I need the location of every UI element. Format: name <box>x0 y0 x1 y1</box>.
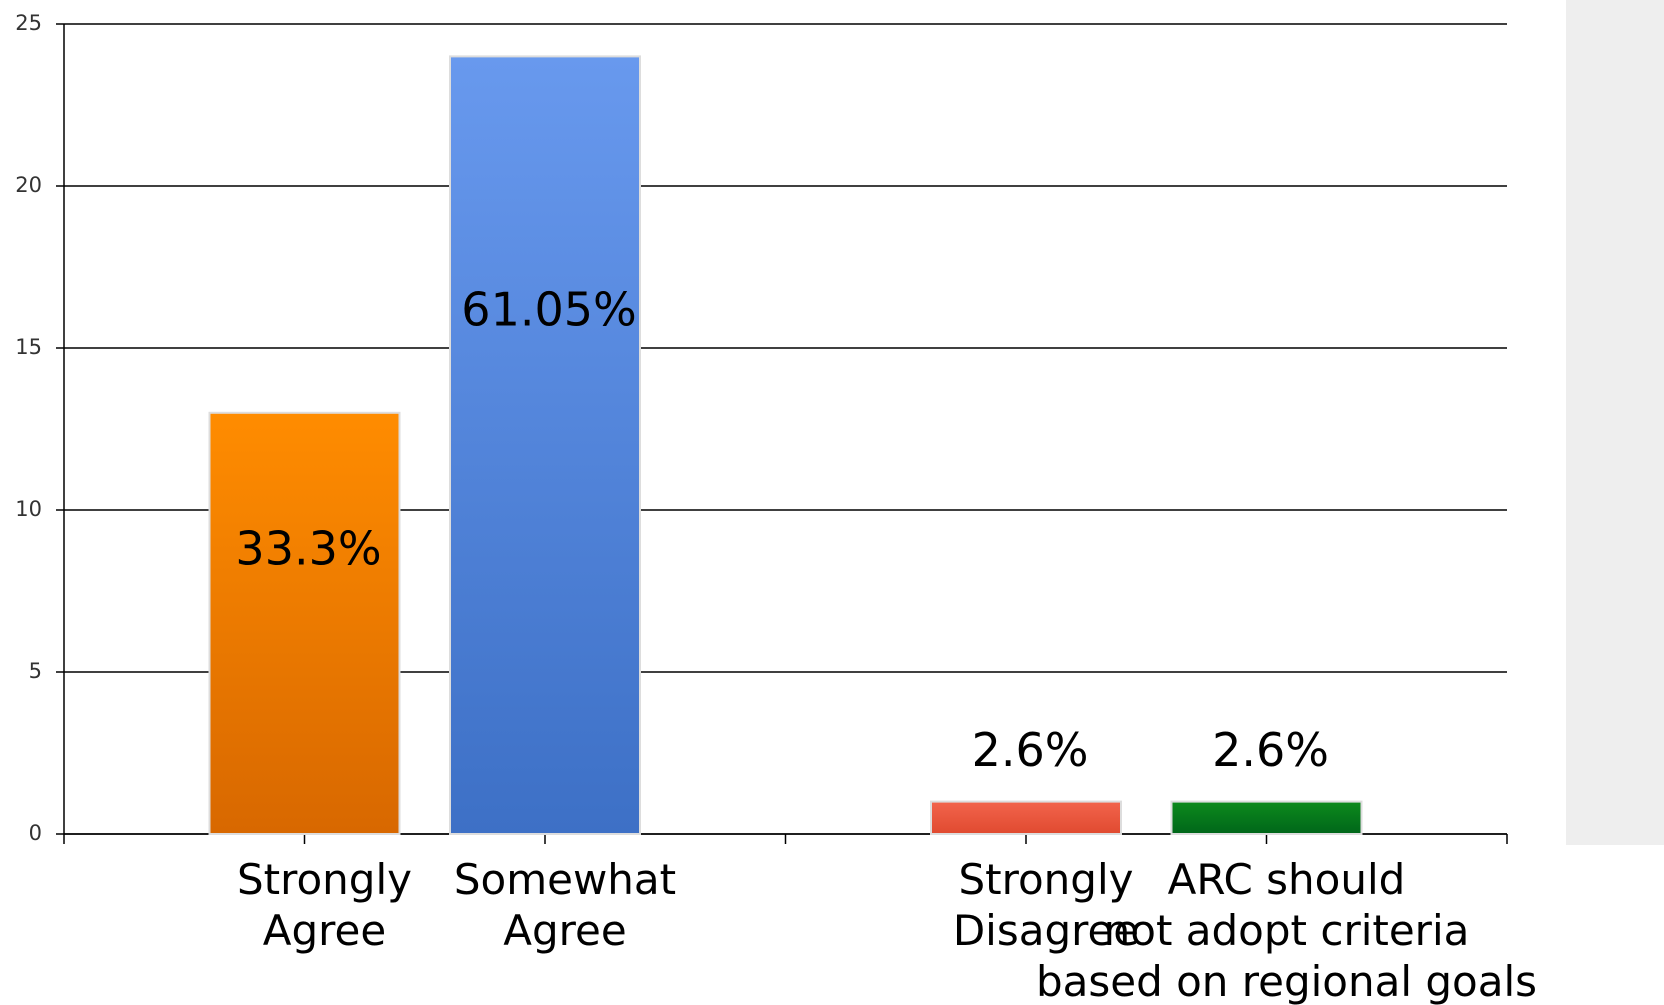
bar <box>208 411 401 835</box>
x-tick-label: Strongly Agree <box>237 855 412 955</box>
side-panel <box>1566 0 1664 845</box>
data-label: 61.05% <box>461 283 636 337</box>
data-label: 2.6% <box>972 723 1089 777</box>
data-label: 2.6% <box>1212 723 1329 777</box>
y-tick-label: 25 <box>15 11 42 35</box>
bar <box>930 800 1122 835</box>
y-tick-label: 0 <box>29 821 42 845</box>
bar <box>449 55 641 835</box>
x-tick-label: ARC should not adopt criteria based on r… <box>1035 855 1538 1005</box>
y-tick-label: 5 <box>29 659 42 683</box>
y-tick-label: 10 <box>15 497 42 521</box>
y-tick-label: 15 <box>15 335 42 359</box>
x-tick-label: Somewhat Agree <box>453 855 677 955</box>
bar <box>1170 800 1363 835</box>
y-tick-label: 20 <box>15 173 42 197</box>
data-label: 33.3% <box>235 521 381 575</box>
x-tick-label: Strongly Disagree <box>952 855 1140 955</box>
